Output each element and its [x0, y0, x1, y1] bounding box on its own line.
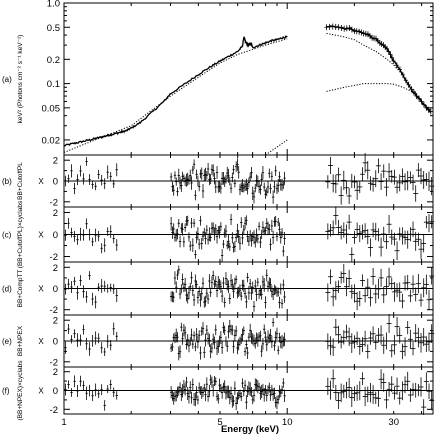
y-tick-label: -2 [50, 252, 58, 263]
panel-frames [63, 2, 434, 415]
x-tick-label: 30 [388, 417, 399, 428]
y-axis-label: BB+CompTT [17, 270, 24, 308]
y-tick-label: -2 [50, 197, 58, 208]
y-tick-label: 0.5 [47, 23, 60, 34]
model-curve [265, 139, 288, 156]
x-tick-label: 10 [282, 417, 293, 428]
y-tick-label: 2 [53, 263, 58, 274]
panel-tag: (f) [2, 387, 10, 396]
panel-tag: (b) [2, 177, 12, 186]
y-axis-label: BB+NPEX [17, 325, 24, 356]
y-tick-label: -2 [50, 357, 58, 368]
panel-tag: (c) [2, 231, 12, 240]
y-tick-label: 0.02 [42, 135, 61, 146]
y-tick-label: 0 [53, 230, 58, 241]
y-tick-label: 2 [53, 156, 58, 167]
panel-tag: (d) [2, 285, 12, 294]
data-spectrum [326, 25, 432, 113]
y-tick-label: 0.2 [47, 55, 60, 66]
x-tick-label: 5 [217, 417, 222, 428]
panel-tag: (a) [2, 75, 12, 84]
center-mark: X [38, 387, 44, 396]
y-axis-label: (BB+CutoffPL)×cyclabs [17, 200, 24, 268]
data-spectrum [63, 35, 288, 147]
data-layer [63, 23, 435, 415]
y-tick-label: 0 [53, 177, 58, 188]
y-axis-label: keV² (Photons cm⁻² s⁻¹ keV⁻¹) [17, 35, 24, 124]
y-tick-label: 0 [53, 386, 58, 397]
y-tick-label: 2 [53, 208, 58, 219]
y-axis-label: BB+CutoffPL [17, 162, 24, 200]
model-curve [63, 38, 288, 153]
y-tick-label: 2 [53, 367, 58, 378]
y-tick-label: 0 [53, 337, 58, 348]
y-axis-label: (BB+NPEX)×cyclabs [17, 360, 24, 421]
center-mark: X [38, 337, 44, 346]
center-mark: X [38, 231, 44, 240]
x-axis-label: Energy (keV) [221, 424, 279, 435]
model-curve [326, 83, 432, 112]
center-mark: X [38, 285, 44, 294]
y-tick-label: 0.05 [42, 103, 61, 114]
y-tick-label: 0 [53, 284, 58, 295]
y-tick-label: 1.0 [47, 0, 60, 10]
text-layer: (a) keV² (Photons cm⁻² s⁻¹ keV⁻¹) 1.0 0.5 0.… [2, 0, 399, 428]
x-tick-label: 1 [61, 417, 66, 428]
model-curve [326, 32, 432, 114]
panel-tag: (e) [2, 337, 12, 346]
center-mark: X [38, 177, 44, 186]
y-tick-label: 0.1 [47, 79, 60, 90]
y-tick-label: -2 [50, 405, 58, 416]
y-tick-label: -2 [50, 305, 58, 316]
y-tick-label: 2 [53, 316, 58, 327]
